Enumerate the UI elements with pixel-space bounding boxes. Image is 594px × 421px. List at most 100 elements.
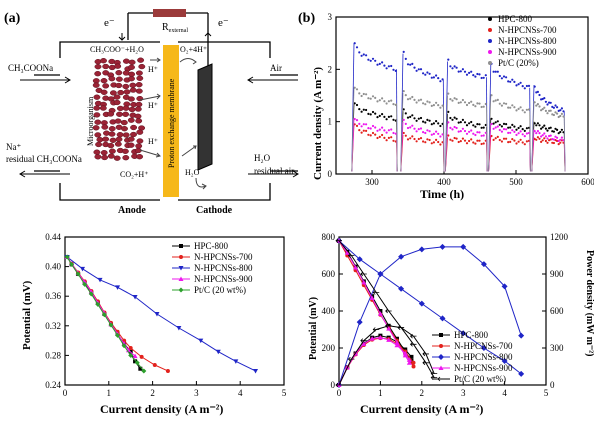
panel-d-plot-frame [338,236,547,386]
data-point [97,277,103,283]
data-point [406,138,410,141]
data-point [406,360,412,365]
data-point [133,359,138,364]
data-point [461,118,464,121]
data-point [459,121,462,124]
data-point [392,131,395,135]
microorganism-cell [136,75,144,81]
data-point [519,138,522,141]
data-point [474,75,477,78]
data-point [387,115,390,118]
data-point [517,126,520,130]
data-point [358,122,361,125]
data-point [480,142,483,146]
data-point [402,50,405,54]
data-point [369,336,375,341]
data-point [519,106,522,109]
data-point [385,118,388,121]
data-point [417,117,420,120]
data-point [500,130,503,133]
microorganism-cell [100,58,107,64]
microorganism-cell [101,124,109,130]
data-point [544,109,548,112]
data-point [449,138,452,141]
data-point [428,119,431,122]
data-point [468,101,471,105]
data-point [371,124,375,128]
data-point [546,112,549,115]
data-point [453,125,456,129]
legend-label: HPC-800 [498,14,533,24]
data-point [478,123,481,126]
data-point [449,98,452,101]
data-point [428,101,431,104]
y-tick-label: 600 [322,269,336,279]
data-point [518,370,525,377]
data-point [409,115,412,118]
microorganism-cell [113,94,121,100]
data-point [519,125,522,128]
data-point [546,103,549,106]
power-line [338,336,410,386]
data-point [543,106,546,109]
data-point [513,139,516,142]
data-point [472,132,475,135]
data-point [154,311,160,317]
panel-b-data [351,42,566,172]
data-point [535,132,538,135]
data-point [397,325,405,330]
data-point [419,137,423,140]
data-point [132,294,138,300]
data-point [419,98,423,101]
data-point [362,129,365,132]
data-point [409,354,414,359]
data-point [511,78,514,81]
resistor-label: Rexternal [162,22,188,34]
data-point [536,136,540,139]
cathode-product-label: H₂O [185,168,200,177]
data-point [347,356,355,362]
legend-label: HPC-800 [194,241,229,251]
microorganism-cell [136,95,144,102]
data-point [480,261,487,268]
data-point [544,127,548,130]
reactor-outline [34,41,298,201]
data-point [376,116,379,119]
electron-right-label: e⁻ [218,17,229,29]
data-point [554,127,557,130]
data-point [115,285,121,290]
microorganism-cell [100,150,108,156]
data-point [418,300,425,307]
data-point [538,124,541,127]
legend-label: N-HPCNSs-700 [454,341,513,351]
microorganism-cell [100,89,108,95]
data-point [398,253,405,260]
x-tick-label: 5 [282,388,287,398]
data-point [451,67,454,70]
microorganism-cell [95,141,103,148]
data-point [430,104,433,107]
data-point [411,114,414,117]
microorganism-cell [138,63,146,70]
microorganism-cell [114,118,122,124]
data-point [482,105,485,108]
data-point [355,124,359,127]
legend-label: N-HPCNSs-900 [454,363,513,373]
data-point [392,118,395,121]
outlet-residual-acetate-label: residual CH₃COONa [6,154,82,164]
data-point [253,368,259,374]
data-point [552,138,556,141]
data-point [472,124,475,127]
microorganism-cell [135,82,143,88]
y-tick-label: 0.24 [45,380,61,390]
legend-label: Pt/C (20 wt%) [454,374,506,384]
data-point [411,135,414,138]
data-point [551,105,554,108]
data-point [476,131,479,134]
data-point [502,128,506,131]
data-point [360,94,363,98]
data-point [513,130,516,133]
data-point [406,126,410,130]
